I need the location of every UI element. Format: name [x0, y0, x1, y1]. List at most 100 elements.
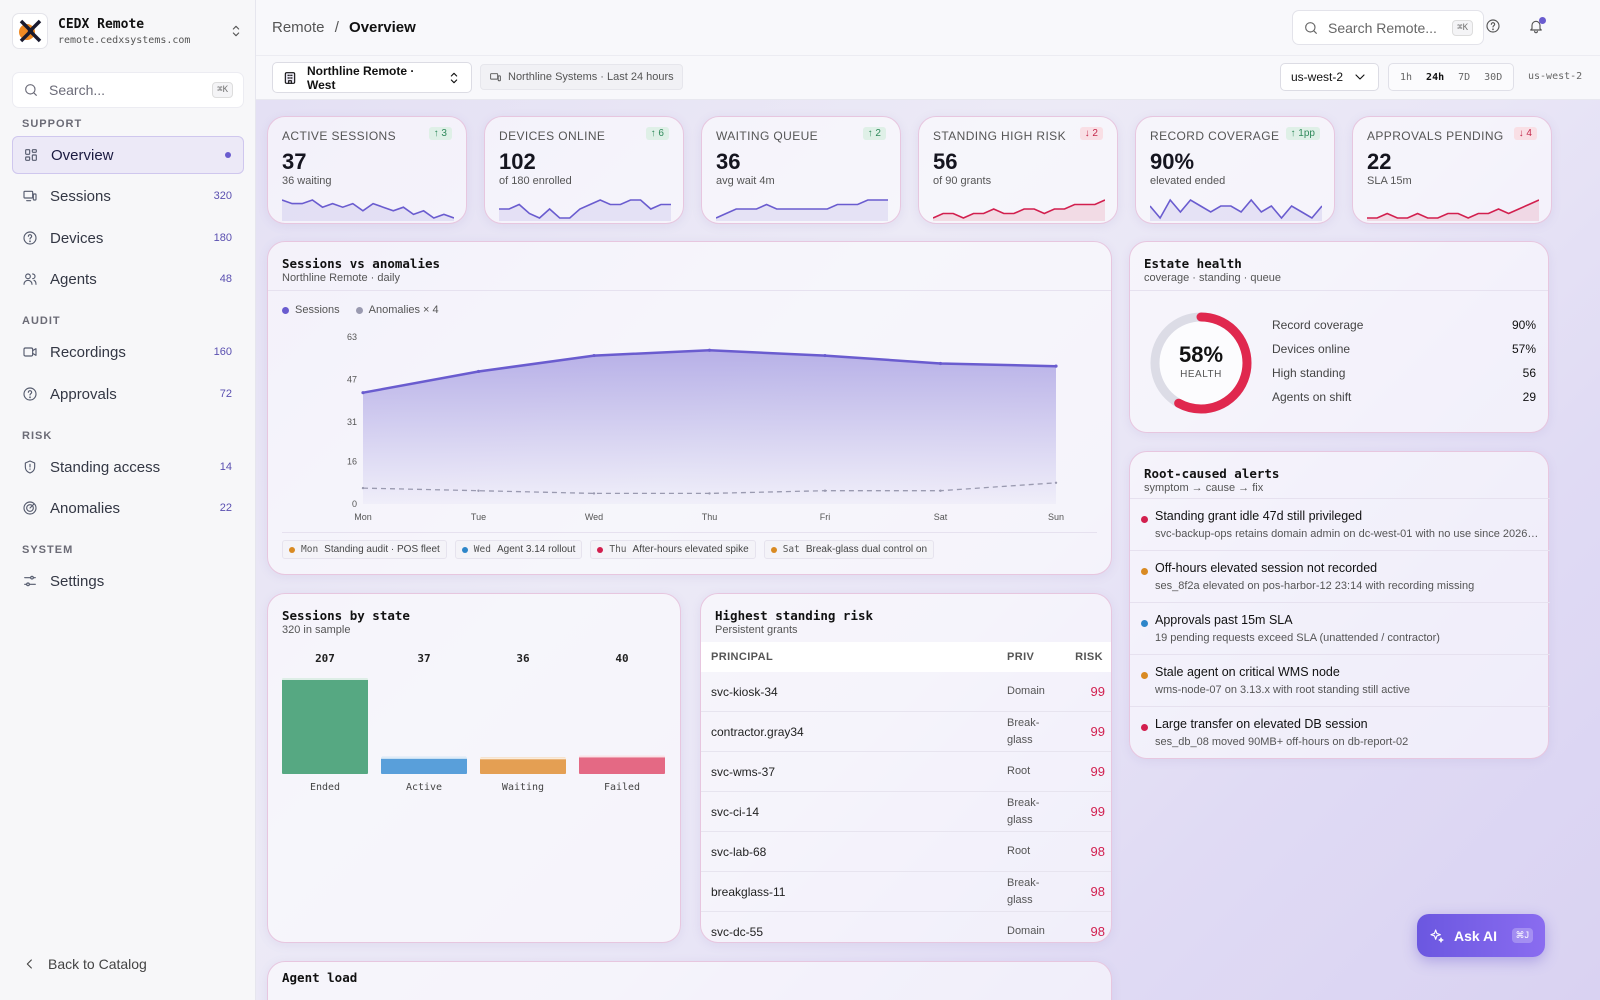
region-value: us-west-2 — [1291, 70, 1344, 84]
x-tick-label: Tue — [471, 512, 486, 522]
health-row: Agents on shift 29 — [1272, 390, 1536, 404]
cell-priv: Domain — [1007, 685, 1045, 697]
search-shortcut: ⌘K — [1452, 19, 1473, 36]
table-row[interactable]: svc-ci-14 Break-glass 99 — [701, 792, 1111, 832]
table-row[interactable]: svc-kiosk-34 Domain 99 — [701, 672, 1111, 712]
health-score-value: 58% — [1178, 342, 1224, 367]
range-1h[interactable]: 1h — [1400, 71, 1413, 83]
sidebar-item-overview[interactable]: Overview — [12, 136, 244, 174]
card-title: Sessions vs anomalies — [282, 256, 441, 271]
column-header-priv[interactable]: PRIV — [1007, 651, 1035, 663]
annotation-chip[interactable]: Sat Break-glass dual control on — [763, 540, 935, 559]
cell-principal: svc-ci-14 — [711, 804, 760, 819]
sparkline-area — [933, 200, 1105, 221]
card-divider — [268, 290, 1111, 291]
x-tick-label: Thu — [702, 512, 718, 522]
table-row[interactable]: svc-lab-68 Root 98 — [701, 832, 1111, 872]
section-risk: RISK — [22, 430, 53, 442]
range-7d[interactable]: 7D — [1458, 71, 1471, 83]
table-row[interactable]: breakglass-11 Break-glass 98 — [701, 872, 1111, 912]
kpi-card-standing-high-risk[interactable]: STANDING HIGH RISK ↓ 2 56 of 90 grants — [918, 116, 1118, 224]
bar — [480, 757, 566, 774]
sidebar-item-count: 72 — [219, 388, 232, 400]
workspace-switcher[interactable]: CEDX Remote remote.cedxsystems.com — [12, 12, 244, 50]
help-circle-icon — [22, 386, 38, 402]
sidebar-item-anomalies[interactable]: Anomalies 22 — [12, 489, 244, 527]
sessions-point — [707, 348, 712, 352]
sidebar-item-label: Sessions — [50, 187, 111, 205]
sidebar-item-approvals[interactable]: Approvals 72 — [12, 375, 244, 413]
back-to-catalog-link[interactable]: Back to Catalog — [22, 956, 147, 972]
global-search-input[interactable]: Search Remote... ⌘K — [1292, 10, 1484, 45]
x-tick-label: Wed — [585, 512, 603, 522]
sidebar-item-sessions[interactable]: Sessions 320 — [12, 177, 244, 215]
section-audit: AUDIT — [22, 315, 61, 327]
sidebar-item-agents[interactable]: Agents 48 — [12, 260, 244, 298]
sidebar-item-devices[interactable]: Devices 180 — [12, 219, 244, 257]
table-header: PRINCIPAL PRIV RISK — [701, 642, 1111, 672]
sidebar-item-settings[interactable]: Settings — [12, 562, 244, 600]
bell-icon[interactable] — [1528, 18, 1544, 34]
kpi-card-devices-online[interactable]: DEVICES ONLINE ↑ 6 102 of 180 enrolled — [484, 116, 684, 224]
region-select[interactable]: us-west-2 — [1280, 63, 1379, 91]
chevron-down-icon — [1352, 69, 1368, 85]
table-row[interactable]: svc-wms-37 Root 99 — [701, 752, 1111, 792]
sidebar-item-standing-access[interactable]: Standing access 14 — [12, 448, 244, 486]
y-tick-label: 47 — [347, 374, 357, 384]
kpi-subtext: 36 waiting — [282, 175, 332, 187]
sidebar-search-placeholder: Search... — [49, 82, 106, 98]
breadcrumb-root[interactable]: Remote — [272, 19, 325, 36]
kpi-subtext: SLA 15m — [1367, 175, 1412, 187]
kpi-value: 36 — [716, 149, 741, 174]
annotation-chip[interactable]: Wed Agent 3.14 rollout — [454, 540, 583, 559]
column-header-risk[interactable]: RISK — [1075, 651, 1103, 663]
kpi-sparkline — [1150, 198, 1322, 221]
alert-item[interactable]: Standing grant idle 47d still privileged… — [1130, 498, 1550, 550]
topbar: Remote / Overview Search Remote... ⌘K — [256, 0, 1600, 56]
cell-risk: 99 — [1090, 804, 1105, 819]
range-24h[interactable]: 24h — [1426, 71, 1445, 83]
legend-item-sessions[interactable]: Sessions — [282, 304, 340, 316]
brand-url: remote.cedxsystems.com — [58, 34, 191, 46]
ask-ai-label: Ask AI — [1454, 927, 1498, 944]
legend-item-anomalies[interactable]: Anomalies × 4 — [355, 304, 439, 316]
active-indicator — [225, 152, 231, 158]
annotation-chip[interactable]: Thu After-hours elevated spike — [590, 540, 756, 559]
bar-value-label: 40 — [615, 654, 628, 665]
help-icon[interactable] — [1485, 18, 1501, 34]
kpi-sparkline — [499, 199, 671, 221]
table-row[interactable]: contractor.gray34 Break-glass 99 — [701, 712, 1111, 752]
workspace-select[interactable]: Northline Remote · West — [272, 62, 472, 93]
alert-item[interactable]: Stale agent on critical WMS node wms-nod… — [1130, 654, 1550, 706]
kpi-card-active-sessions[interactable]: ACTIVE SESSIONS ↑ 3 37 36 waiting — [267, 116, 467, 224]
card-title: Estate health — [1144, 256, 1242, 271]
annotation-day: Sat — [782, 544, 800, 555]
card-subtitle: symptom → cause → fix — [1144, 482, 1264, 494]
alert-item[interactable]: Off-hours elevated session not recorded … — [1130, 550, 1550, 602]
alert-item[interactable]: Approvals past 15m SLA 19 pending reques… — [1130, 602, 1550, 654]
sparkline-area — [1150, 200, 1322, 221]
cell-principal: breakglass-11 — [711, 884, 786, 899]
column-header-principal[interactable]: PRINCIPAL — [711, 651, 774, 663]
anomalies-point — [477, 489, 480, 492]
table-row[interactable]: svc-dc-55 Domain 98 — [701, 912, 1111, 942]
annotation-chip[interactable]: Mon Standing audit · POS fleet — [282, 540, 447, 559]
cell-priv: Break-glass — [1007, 796, 1040, 826]
legend-label: Anomalies × 4 — [368, 304, 439, 316]
sidebar-search-input[interactable]: Search... ⌘K — [12, 72, 244, 108]
ask-ai-button[interactable]: Ask AI ⌘J — [1417, 914, 1545, 957]
kpi-card-record-coverage[interactable]: RECORD COVERAGE ↑ 1pp 90% elevated ended — [1135, 116, 1335, 224]
range-30d[interactable]: 30D — [1484, 71, 1503, 83]
sparkline-line — [716, 199, 888, 219]
kpi-card-approvals-pending[interactable]: APPROVALS PENDING ↓ 4 22 SLA 15m — [1352, 116, 1552, 224]
sidebar-item-label: Overview — [51, 146, 114, 164]
brand-name: CEDX Remote — [58, 16, 145, 32]
alert-item[interactable]: Large transfer on elevated DB session se… — [1130, 706, 1550, 758]
building-icon — [282, 70, 298, 86]
alert-detail: ses_db_08 moved 90MB+ off-hours on db-re… — [1155, 736, 1409, 748]
standing-risk-table-card: Highest standing risk Persistent grants … — [700, 593, 1112, 943]
sidebar-item-recordings[interactable]: Recordings 160 — [12, 333, 244, 371]
kpi-card-waiting-queue[interactable]: WAITING QUEUE ↑ 2 36 avg wait 4m — [701, 116, 901, 224]
anomalies-point — [1054, 481, 1058, 484]
donut-progress — [1150, 312, 1252, 414]
